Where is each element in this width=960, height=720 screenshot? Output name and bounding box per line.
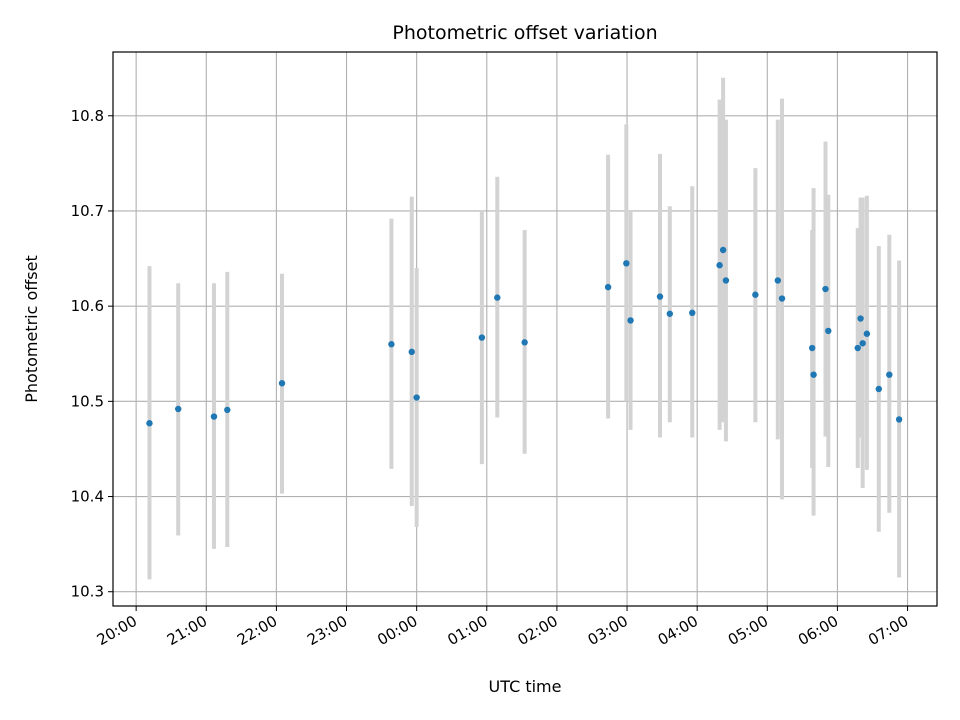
y-axis-ticks: 10.3 10.4 10.5 10.6 10.7 10.8	[71, 107, 113, 601]
data-point-19	[722, 277, 730, 284]
data-point-25	[822, 285, 829, 293]
data-point-32	[886, 371, 893, 378]
y-axis-title: Photometric offset	[22, 255, 41, 403]
y-tick-label-4: 10.7	[71, 202, 104, 220]
data-point-22	[778, 295, 786, 302]
data-point-27	[854, 344, 861, 352]
data-point-12	[623, 260, 630, 267]
chart-title: Photometric offset variation	[392, 22, 657, 44]
data-point-8	[478, 334, 486, 341]
x-axis-title: UTC time	[489, 677, 562, 696]
data-point-3	[224, 406, 231, 414]
data-point-23	[808, 344, 816, 352]
data-point-26	[825, 327, 832, 335]
data-point-16	[689, 309, 696, 317]
data-point-21	[774, 277, 782, 284]
y-tick-label-1: 10.4	[71, 488, 104, 506]
data-point-24	[810, 371, 817, 378]
data-point-1	[175, 405, 182, 413]
data-point-15	[666, 310, 674, 317]
data-point-5	[388, 341, 395, 348]
data-point-11	[604, 283, 612, 291]
data-point-9	[494, 294, 501, 301]
data-point-28	[857, 315, 864, 322]
data-point-17	[716, 262, 723, 269]
data-point-0	[146, 420, 153, 427]
data-point-6	[408, 348, 415, 356]
plot-area-frame	[112, 51, 938, 607]
data-point-7	[413, 394, 420, 401]
data-point-33	[895, 416, 903, 423]
y-tick-label-2: 10.5	[71, 392, 104, 410]
y-tick-label-0: 10.3	[71, 583, 104, 601]
data-point-14	[656, 293, 664, 300]
y-tick-label-5: 10.8	[71, 107, 104, 125]
data-point-30	[863, 330, 871, 337]
y-tick-label-3: 10.6	[71, 297, 104, 315]
data-point-29	[859, 340, 866, 347]
data-point-13	[627, 317, 634, 324]
data-points	[146, 246, 903, 427]
data-point-18	[719, 246, 727, 254]
data-point-20	[752, 291, 759, 298]
data-point-2	[210, 413, 218, 420]
data-point-10	[521, 339, 528, 346]
data-point-4	[278, 380, 286, 387]
data-point-31	[875, 385, 882, 393]
